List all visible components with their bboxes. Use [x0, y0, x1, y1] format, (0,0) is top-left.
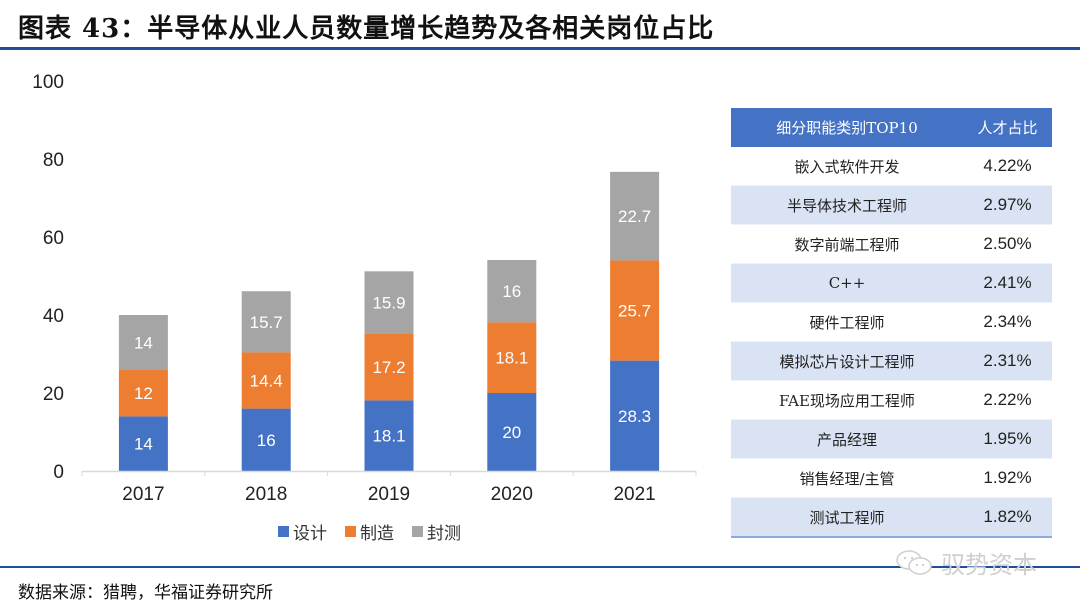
- table-row: 硬件工程师 2.34%: [731, 302, 1052, 342]
- share-cell: 1.95%: [963, 419, 1052, 459]
- bar-segment-manufacturing: [118, 369, 168, 417]
- x-tick-label: 2017: [122, 484, 164, 505]
- legend-swatch-packaging-testing: [412, 526, 423, 537]
- y-tick-label: 60: [43, 228, 64, 249]
- bar-data-label: 25.7: [618, 302, 651, 321]
- share-cell: 4.22%: [963, 147, 1052, 186]
- table-row: 测试工程师 1.82%: [731, 497, 1052, 538]
- role-cell: 嵌入式软件开发: [731, 147, 963, 186]
- bar-segment-design: [241, 408, 291, 471]
- bar-segment-manufacturing: [610, 260, 660, 361]
- y-tick-label: 100: [32, 72, 64, 93]
- bar-data-label: 20: [502, 423, 521, 442]
- bar-segment-design: [118, 416, 168, 471]
- x-axis: 2017 2018 2019 2020 2021: [81, 470, 697, 505]
- bar-data-label: 22.7: [618, 207, 651, 226]
- bar-segment-packaging-testing: [487, 260, 537, 323]
- bar-segment-packaging-testing: [364, 271, 414, 334]
- share-cell: 1.82%: [963, 497, 1052, 538]
- bar-data-label: 17.2: [372, 358, 405, 377]
- share-cell: 2.34%: [963, 302, 1052, 342]
- bar-segment-design: [487, 393, 537, 471]
- x-tick-label: 2021: [613, 484, 655, 505]
- role-cell: 测试工程师: [731, 497, 963, 538]
- role-cell: 半导体技术工程师: [731, 185, 963, 225]
- role-cell: C++: [731, 263, 963, 303]
- table-row: 模拟芯片设计工程师 2.31%: [731, 341, 1052, 381]
- bar-data-label: 16: [257, 431, 276, 450]
- legend-label-design: 设计: [293, 524, 327, 544]
- legend-item-design: 设计: [278, 519, 327, 544]
- header-role-category: 细分职能类别TOP10: [731, 108, 963, 147]
- share-cell: 2.22%: [963, 380, 1052, 420]
- share-cell: 2.41%: [963, 263, 1052, 303]
- table-row: 产品经理 1.95%: [731, 419, 1052, 459]
- x-tick-label: 2019: [368, 484, 410, 505]
- bar-data-label: 16: [502, 282, 521, 301]
- share-cell: 1.92%: [963, 458, 1052, 498]
- bar-data-label: 14: [134, 333, 153, 352]
- bar-data-label: 14: [134, 435, 153, 454]
- bar-segment-packaging-testing: [118, 315, 168, 370]
- legend-label-manufacturing: 制造: [360, 524, 394, 544]
- share-cell: 2.97%: [963, 185, 1052, 225]
- role-cell: 产品经理: [731, 419, 963, 459]
- top10-roles-table: 细分职能类别TOP10 人才占比 嵌入式软件开发 4.22% 半导体技术工程师 2.…: [731, 108, 1052, 538]
- bars: 14 12 14 16 14.4 15.7 18.1 17.2 15.9 20 18.1 16 28.3…: [118, 171, 660, 471]
- share-cell: 2.50%: [963, 224, 1052, 264]
- legend: 设计 制造 封测: [278, 519, 461, 544]
- y-axis: 0 20 40 60 80 100: [32, 72, 64, 483]
- y-tick-label: 80: [43, 150, 64, 171]
- bar-data-label: 18.1: [495, 349, 528, 368]
- watermark-text: 驭势资本: [941, 551, 1037, 579]
- table-row: C++ 2.41%: [731, 263, 1052, 303]
- bar-segment-packaging-testing: [241, 291, 291, 353]
- table-row: 半导体技术工程师 2.97%: [731, 185, 1052, 225]
- legend-swatch-design: [278, 526, 289, 537]
- data-source: 数据来源：猎聘，华福证券研究所: [18, 583, 273, 603]
- x-tick-label: 2020: [491, 484, 533, 505]
- role-cell: 模拟芯片设计工程师: [731, 341, 963, 381]
- share-cell: 2.31%: [963, 341, 1052, 381]
- bar-data-label: 15.9: [372, 293, 405, 312]
- bar-segment-packaging-testing: [610, 171, 660, 261]
- role-cell: 硬件工程师: [731, 302, 963, 342]
- table-header-row: 细分职能类别TOP10 人才占比: [731, 108, 1052, 147]
- role-cell: 销售经理/主管: [731, 458, 963, 498]
- bar-segment-manufacturing: [241, 352, 291, 409]
- bar-segment-design: [364, 400, 414, 471]
- bar-segment-design: [610, 360, 660, 471]
- table-row: 销售经理/主管 1.92%: [731, 458, 1052, 498]
- legend-item-manufacturing: 制造: [345, 519, 394, 544]
- bar-segment-manufacturing: [364, 333, 414, 401]
- title-divider: [0, 47, 1080, 50]
- footer-divider: [0, 566, 1080, 568]
- legend-item-packaging-testing: 封测: [412, 519, 461, 544]
- watermark: 驭势资本: [895, 545, 1037, 580]
- legend-label-packaging-testing: 封测: [427, 524, 461, 544]
- table-row: 数字前端工程师 2.50%: [731, 224, 1052, 264]
- table-row: FAE现场应用工程师 2.22%: [731, 380, 1052, 420]
- y-tick-label: 40: [43, 306, 64, 327]
- bar-data-label: 28.3: [618, 407, 651, 426]
- bar-data-label: 15.7: [250, 313, 283, 332]
- header-talent-share: 人才占比: [963, 108, 1052, 147]
- bar-data-label: 14.4: [250, 372, 283, 391]
- y-tick-label: 0: [53, 462, 64, 483]
- role-cell: FAE现场应用工程师: [731, 380, 963, 420]
- role-cell: 数字前端工程师: [731, 224, 963, 264]
- bar-segment-manufacturing: [487, 322, 537, 393]
- legend-swatch-manufacturing: [345, 526, 356, 537]
- y-tick-label: 20: [43, 384, 64, 405]
- figure-title: 图表 43：半导体从业人员数量增长趋势及各相关岗位占比: [18, 14, 715, 44]
- x-tick-label: 2018: [245, 484, 287, 505]
- table-row: 嵌入式软件开发 4.22%: [731, 147, 1052, 186]
- wechat-icon: [896, 549, 932, 575]
- bar-data-label: 12: [134, 384, 153, 403]
- bar-data-label: 18.1: [372, 427, 405, 446]
- stacked-bar-chart: 0 20 40 60 80 100 14 12 14 16 14.4 15.7 18.1 17.2 15.…: [32, 72, 697, 505]
